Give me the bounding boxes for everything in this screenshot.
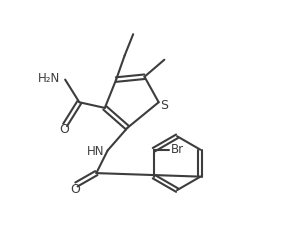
Text: O: O — [59, 123, 69, 136]
Text: H₂N: H₂N — [38, 72, 60, 85]
Text: S: S — [160, 99, 168, 112]
Text: Br: Br — [171, 143, 184, 156]
Text: O: O — [70, 183, 80, 196]
Text: HN: HN — [87, 145, 105, 158]
